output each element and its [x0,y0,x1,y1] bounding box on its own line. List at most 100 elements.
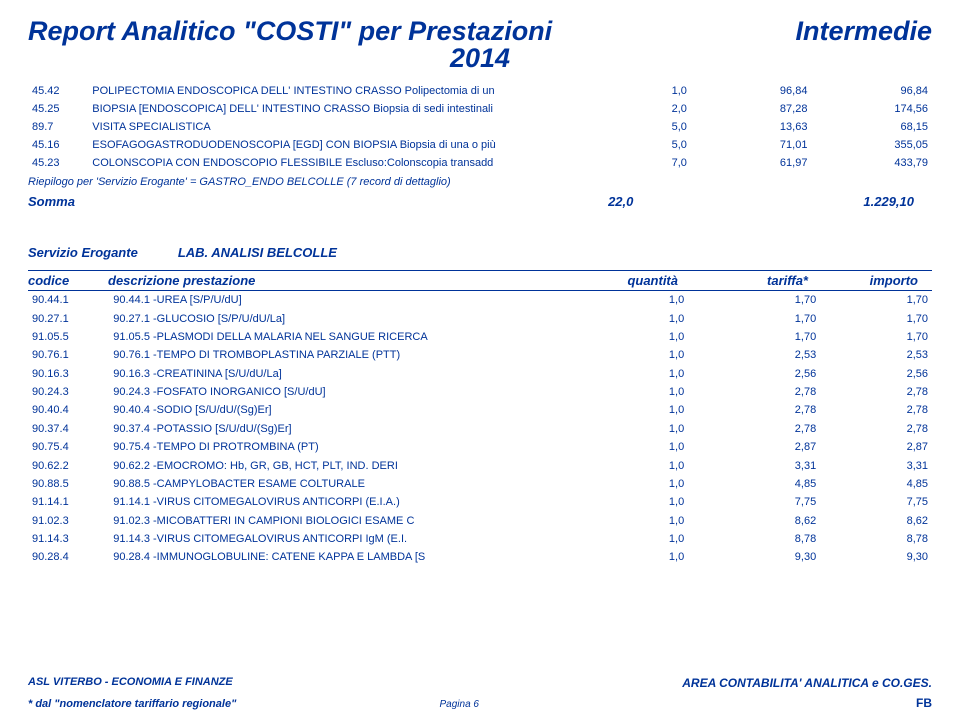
table-row: 89.7VISITA SPECIALISTICA5,013,6368,15 [28,118,932,136]
cell-tariffa: 7,75 [688,493,820,511]
cell-code: 91.14.1 [28,493,109,511]
cell-code: 90.37.4 [28,420,109,438]
cell-code: 90.75.4 [28,438,109,456]
table-row: 90.37.490.37.4 -POTASSIO [S/U/dU/(Sg)Er]… [28,420,932,438]
cell-desc: POLIPECTOMIA ENDOSCOPICA DELL' INTESTINO… [88,82,570,100]
cell-tariffa: 8,62 [688,512,820,530]
cell-quantity: 1,0 [556,512,688,530]
cell-desc: 90.16.3 -CREATININA [S/U/dU/La] [109,365,556,383]
cell-tariffa: 71,01 [691,136,812,154]
cell-quantity: 1,0 [556,548,688,566]
cell-quantity: 1,0 [556,309,688,327]
cell-tariffa: 96,84 [691,82,812,100]
cell-tariffa: 87,28 [691,100,812,118]
header-descrizione: descrizione prestazione [108,273,548,288]
cell-importo: 174,56 [811,100,932,118]
cell-quantity: 1,0 [556,530,688,548]
table-row: 45.23COLONSCOPIA CON ENDOSCOPIO FLESSIBI… [28,154,932,172]
cell-importo: 8,62 [820,512,932,530]
footer-right-fb: FB [682,696,932,710]
cell-importo: 8,78 [820,530,932,548]
page-footer: ASL VITERBO - ECONOMIA E FINANZE * dal "… [28,676,932,710]
cell-importo: 1,70 [820,291,932,309]
table-row: 45.42POLIPECTOMIA ENDOSCOPICA DELL' INTE… [28,82,932,100]
cell-desc: 90.88.5 -CAMPYLOBACTER ESAME COLTURALE [109,475,556,493]
cell-desc: 91.14.3 -VIRUS CITOMEGALOVIRUS ANTICORPI… [109,530,556,548]
cell-quantity: 1,0 [570,82,691,100]
somma-quantity: 22,0 [608,194,633,209]
table-row: 90.28.490.28.4 -IMMUNOGLOBULINE: CATENE … [28,548,932,566]
cell-desc: 90.40.4 -SODIO [S/U/dU/(Sg)Er] [109,401,556,419]
cell-desc: 90.62.2 -EMOCROMO: Hb, GR, GB, HCT, PLT,… [109,456,556,474]
cell-tariffa: 2,78 [688,420,820,438]
report-title-year: 2014 [28,43,932,74]
cell-tariffa: 2,78 [688,383,820,401]
cell-quantity: 1,0 [556,438,688,456]
cell-code: 90.28.4 [28,548,109,566]
cell-tariffa: 4,85 [688,475,820,493]
cell-quantity: 1,0 [556,401,688,419]
table-row: 90.16.390.16.3 -CREATININA [S/U/dU/La]1,… [28,365,932,383]
cell-tariffa: 2,87 [688,438,820,456]
cell-tariffa: 1,70 [688,291,820,309]
report-title-right: Intermedie [795,16,932,47]
cell-tariffa: 2,53 [688,346,820,364]
cell-quantity: 7,0 [570,154,691,172]
cell-desc: ESOFAGOGASTRODUODENOSCOPIA [EGD] CON BIO… [88,136,570,154]
somma-label: Somma [28,194,108,209]
cell-code: 89.7 [28,118,88,136]
cell-code: 91.14.3 [28,530,109,548]
somma-import: 1.229,10 [863,194,914,209]
cell-importo: 2,87 [820,438,932,456]
cell-importo: 433,79 [811,154,932,172]
cell-tariffa: 8,78 [688,530,820,548]
cell-importo: 2,53 [820,346,932,364]
cell-quantity: 1,0 [556,346,688,364]
header-quantita: quantità [548,273,678,288]
cell-importo: 1,70 [820,309,932,327]
cell-code: 90.76.1 [28,346,109,364]
cell-desc: COLONSCOPIA CON ENDOSCOPIO FLESSIBILE Es… [88,154,570,172]
cell-desc: 90.28.4 -IMMUNOGLOBULINE: CATENE KAPPA E… [109,548,556,566]
servizio-erogante-value: LAB. ANALISI BELCOLLE [178,245,337,260]
cell-code: 90.62.2 [28,456,109,474]
table-row: 91.14.191.14.1 -VIRUS CITOMEGALOVIRUS AN… [28,493,932,511]
servizio-erogante-label: Servizio Erogante [28,245,138,260]
cell-code: 90.44.1 [28,291,109,309]
cell-code: 45.25 [28,100,88,118]
cell-desc: 90.76.1 -TEMPO DI TROMBOPLASTINA PARZIAL… [109,346,556,364]
cell-quantity: 1,0 [556,383,688,401]
cell-tariffa: 13,63 [691,118,812,136]
cell-tariffa: 1,70 [688,309,820,327]
cell-code: 90.24.3 [28,383,109,401]
cell-quantity: 1,0 [556,291,688,309]
header-codice: codice [28,273,108,288]
cell-quantity: 5,0 [570,136,691,154]
cell-quantity: 2,0 [570,100,691,118]
table-row: 90.40.490.40.4 -SODIO [S/U/dU/(Sg)Er]1,0… [28,401,932,419]
table-row: 91.14.391.14.3 -VIRUS CITOMEGALOVIRUS AN… [28,530,932,548]
cell-quantity: 1,0 [556,420,688,438]
table-row: 45.16ESOFAGOGASTRODUODENOSCOPIA [EGD] CO… [28,136,932,154]
table-row: 45.25BIOPSIA [ENDOSCOPICA] DELL' INTESTI… [28,100,932,118]
somma-row: Somma 22,0 1.229,10 [28,194,932,209]
cell-importo: 2,78 [820,401,932,419]
cell-tariffa: 3,31 [688,456,820,474]
cell-code: 90.88.5 [28,475,109,493]
table-row: 90.27.190.27.1 -GLUCOSIO [S/P/U/dU/La]1,… [28,309,932,327]
table-row: 90.76.190.76.1 -TEMPO DI TROMBOPLASTINA … [28,346,932,364]
detail-table-header: codice descrizione prestazione quantità … [28,270,932,291]
cell-quantity: 1,0 [556,365,688,383]
cell-importo: 2,78 [820,383,932,401]
cell-code: 45.42 [28,82,88,100]
section-lab-analisi: Servizio Erogante LAB. ANALISI BELCOLLE … [28,245,932,567]
riepilogo-text: Riepilogo per 'Servizio Erogante' = GAST… [28,176,932,188]
cell-importo: 2,78 [820,420,932,438]
cell-desc: 91.05.5 -PLASMODI DELLA MALARIA NEL SANG… [109,328,556,346]
table-row: 90.75.490.75.4 -TEMPO DI PROTROMBINA (PT… [28,438,932,456]
table-row: 90.88.590.88.5 -CAMPYLOBACTER ESAME COLT… [28,475,932,493]
cell-desc: 90.27.1 -GLUCOSIO [S/P/U/dU/La] [109,309,556,327]
cell-importo: 3,31 [820,456,932,474]
cell-desc: 90.24.3 -FOSFATO INORGANICO [S/U/dU] [109,383,556,401]
top-table: 45.42POLIPECTOMIA ENDOSCOPICA DELL' INTE… [28,82,932,172]
